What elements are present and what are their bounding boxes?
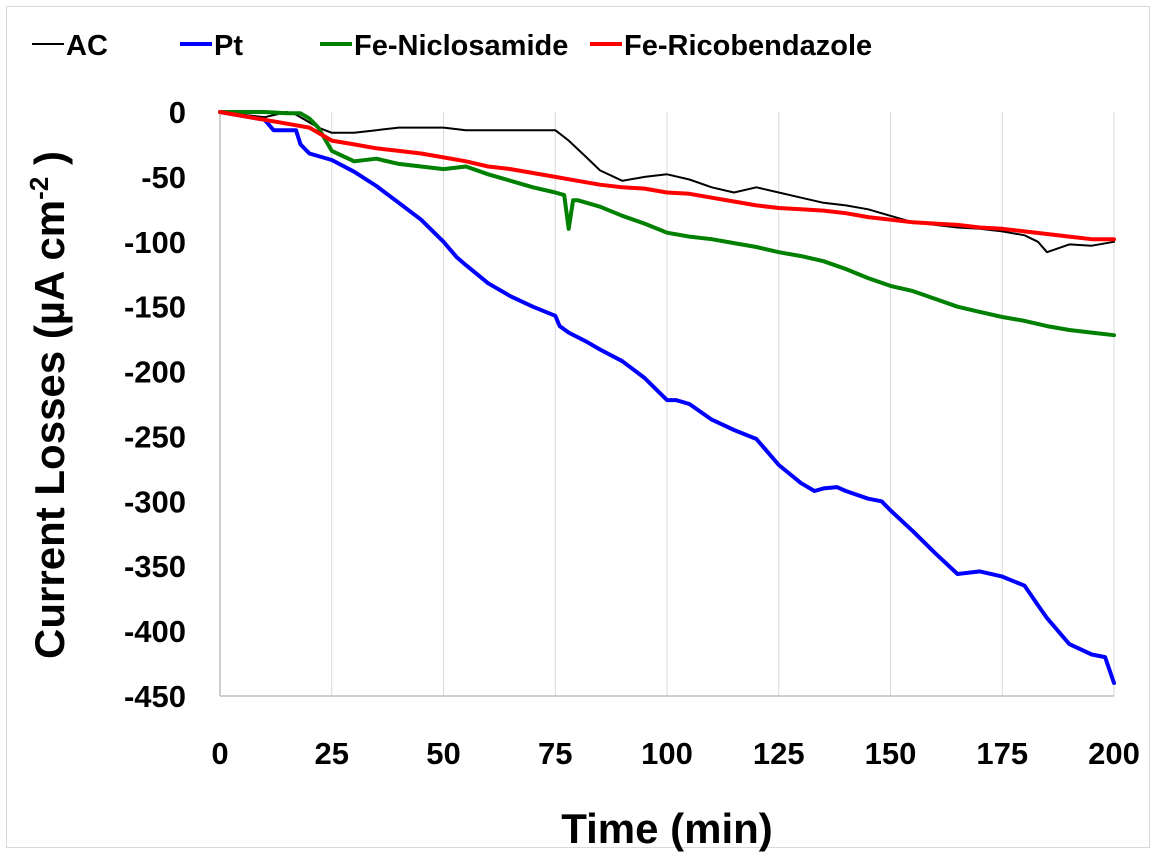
x-tick-label: 200 (1088, 736, 1140, 771)
series-line-fe-niclosamide (218, 110, 1116, 338)
y-tick-label: -250 (124, 419, 186, 454)
series-lines (218, 110, 1116, 685)
legend-label: Pt (214, 30, 243, 62)
chart-frame (6, 6, 1150, 848)
x-tick-label: 50 (426, 736, 460, 771)
x-tick-labels: 0 25 50 75 100 125 150 175 200 (211, 736, 1139, 771)
y-tick-label: -300 (124, 484, 186, 519)
y-tick-labels: 0 -50 -100 -150 -200 -250 -300 -350 -400 -450 (124, 95, 186, 714)
y-tick-label: -400 (124, 614, 186, 649)
axes (219, 112, 1114, 697)
y-tick-label: -150 (124, 290, 186, 325)
x-tick-label: 150 (865, 736, 917, 771)
y-tick-label: -350 (124, 549, 186, 584)
y-tick-label: -450 (124, 679, 186, 714)
x-tick-label: 25 (315, 736, 349, 771)
x-tick-label: 175 (976, 736, 1028, 771)
series-line-fe-ricobendazole (218, 110, 1116, 242)
series-line-pt (218, 110, 1116, 685)
x-tick-label: 125 (753, 736, 805, 771)
y-axis-title: Current Losses (µA cm-2 ) (24, 151, 73, 659)
y-tick-label: 0 (169, 95, 186, 130)
y-axis-title-superscript: -2 (24, 177, 54, 200)
y-axis-title-close: ) (26, 151, 73, 177)
y-axis-title-main: Current Losses (µA cm (26, 200, 73, 659)
x-tick-label: 100 (641, 736, 693, 771)
x-tick-label: 75 (538, 736, 572, 771)
x-tick-label: 0 (211, 736, 228, 771)
y-tick-label: -50 (141, 160, 186, 195)
legend-label: AC (66, 30, 108, 62)
y-tick-label: -100 (124, 225, 186, 260)
legend: AC Pt Fe-Niclosamide Fe-Ricobendazole (32, 30, 872, 62)
legend-label: Fe-Niclosamide (354, 30, 568, 62)
y-tick-label: -200 (124, 355, 186, 390)
legend-label: Fe-Ricobendazole (624, 30, 872, 62)
x-axis-title: Time (min) (561, 805, 773, 852)
